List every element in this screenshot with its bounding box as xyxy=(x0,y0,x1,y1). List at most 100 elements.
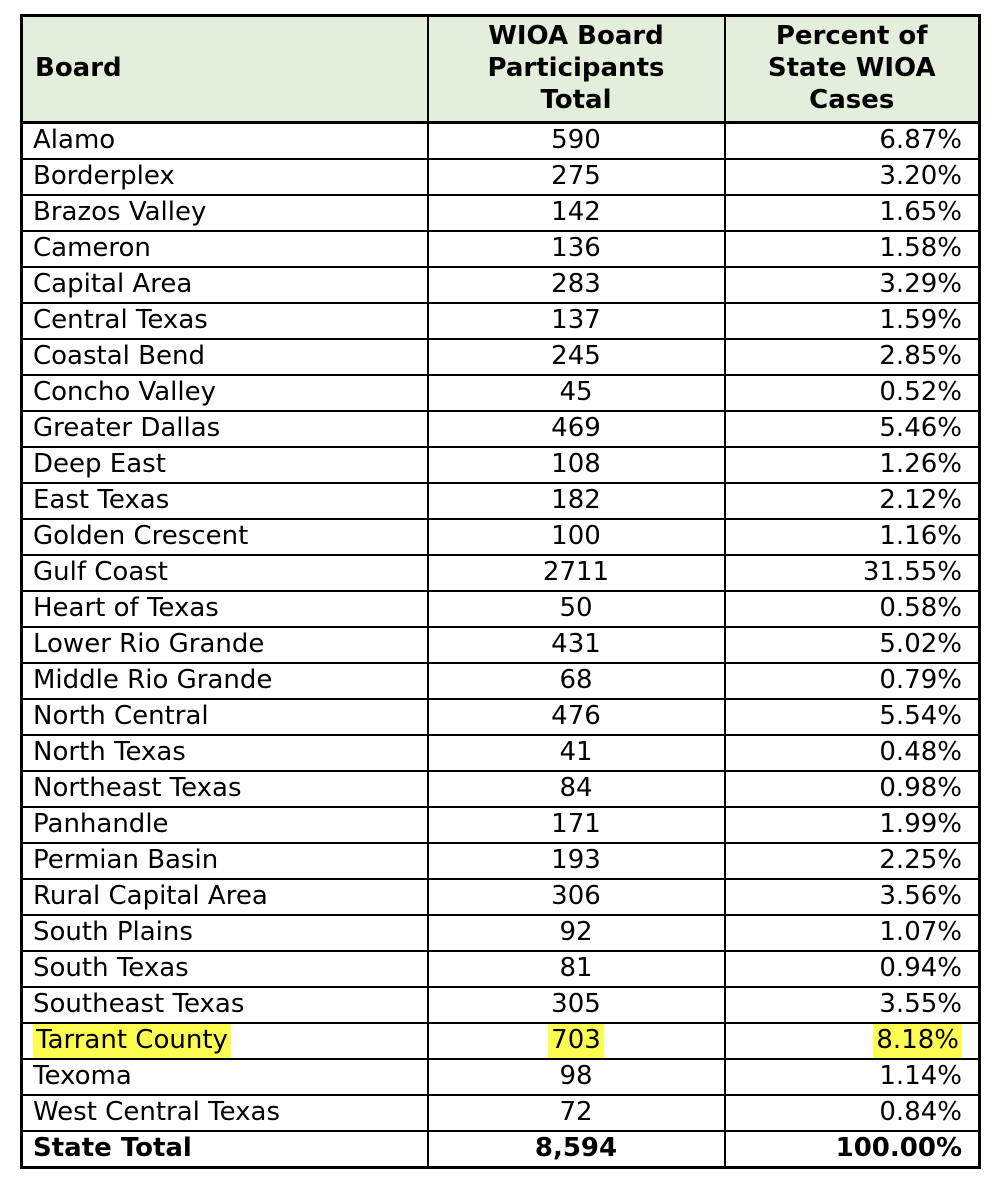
participants-value: 306 xyxy=(551,881,601,912)
participants-cell: 476 xyxy=(426,698,726,736)
board-value: Gulf Coast xyxy=(33,557,169,588)
participants-value: 45 xyxy=(559,377,593,408)
participants-cell: 84 xyxy=(426,770,726,808)
percent-value: 3.55% xyxy=(879,989,962,1020)
table-row: Alamo 590 6.87% xyxy=(20,121,981,160)
table-row: North Central 476 5.54% xyxy=(20,698,981,736)
participants-cell: 306 xyxy=(426,878,726,916)
participants-value: 193 xyxy=(551,845,601,876)
table-row: Gulf Coast 2711 31.55% xyxy=(20,554,981,592)
participants-value: 72 xyxy=(559,1097,593,1128)
board-value: North Texas xyxy=(33,737,186,768)
board-cell: East Texas xyxy=(20,482,429,520)
board-cell: Northeast Texas xyxy=(20,770,429,808)
percent-cell: 1.99% xyxy=(723,806,981,844)
board-cell: Texoma xyxy=(20,1058,429,1096)
board-value: Rural Capital Area xyxy=(33,881,268,912)
column-header-participants: WIOA Board Participants Total xyxy=(426,14,726,124)
participants-cell: 469 xyxy=(426,410,726,448)
table-row: Panhandle 171 1.99% xyxy=(20,806,981,844)
participants-cell: 703 xyxy=(426,1022,726,1060)
percent-cell: 0.48% xyxy=(723,734,981,772)
table-row: Tarrant County 703 8.18% xyxy=(20,1022,981,1060)
participants-value: 245 xyxy=(551,341,601,372)
percent-value: 6.87% xyxy=(879,125,962,156)
participants-cell: 68 xyxy=(426,662,726,700)
percent-cell: 1.16% xyxy=(723,518,981,556)
percent-cell: 1.07% xyxy=(723,914,981,952)
percent-cell: 3.55% xyxy=(723,986,981,1024)
board-cell: Coastal Bend xyxy=(20,338,429,376)
participants-cell: 137 xyxy=(426,302,726,340)
participants-cell: 98 xyxy=(426,1058,726,1096)
board-value: Concho Valley xyxy=(33,377,217,408)
board-value: East Texas xyxy=(33,485,170,516)
percent-value: 1.07% xyxy=(879,917,962,948)
total-label-cell: State Total xyxy=(20,1129,429,1169)
table-row: South Texas 81 0.94% xyxy=(20,950,981,988)
percent-value: 31.55% xyxy=(862,557,962,588)
percent-value: 5.02% xyxy=(879,629,962,660)
table-row: Greater Dallas 469 5.46% xyxy=(20,410,981,448)
board-cell: Greater Dallas xyxy=(20,410,429,448)
participants-value: 431 xyxy=(551,629,601,660)
participants-cell: 182 xyxy=(426,482,726,520)
participants-value: 703 xyxy=(548,1025,604,1057)
board-value: Lower Rio Grande xyxy=(33,629,265,660)
participants-value: 81 xyxy=(559,953,593,984)
board-cell: Heart of Texas xyxy=(20,590,429,628)
percent-cell: 0.79% xyxy=(723,662,981,700)
percent-value: 1.58% xyxy=(879,233,962,264)
percent-value: 0.94% xyxy=(879,953,962,984)
percent-value: 0.58% xyxy=(879,593,962,624)
board-cell: North Texas xyxy=(20,734,429,772)
board-cell: Southeast Texas xyxy=(20,986,429,1024)
percent-cell: 0.84% xyxy=(723,1094,981,1132)
participants-cell: 142 xyxy=(426,194,726,232)
board-cell: Central Texas xyxy=(20,302,429,340)
participants-value: 84 xyxy=(559,773,593,804)
table-row: South Plains 92 1.07% xyxy=(20,914,981,952)
percent-cell: 1.14% xyxy=(723,1058,981,1096)
participants-value: 590 xyxy=(551,125,601,156)
table-row: Rural Capital Area 306 3.56% xyxy=(20,878,981,916)
table-row: Lower Rio Grande 431 5.02% xyxy=(20,626,981,664)
board-value: Coastal Bend xyxy=(33,341,205,372)
participants-value: 283 xyxy=(551,269,601,300)
board-value: Brazos Valley xyxy=(33,197,207,228)
percent-value: 3.20% xyxy=(879,161,962,192)
percent-cell: 2.12% xyxy=(723,482,981,520)
percent-cell: 2.85% xyxy=(723,338,981,376)
percent-value: 1.16% xyxy=(879,521,962,552)
percent-cell: 3.29% xyxy=(723,266,981,304)
board-cell: Tarrant County xyxy=(20,1022,429,1060)
percent-value: 5.54% xyxy=(879,701,962,732)
table-row: North Texas 41 0.48% xyxy=(20,734,981,772)
column-header-percent: Percent of State WIOA Cases xyxy=(723,14,981,124)
board-cell: North Central xyxy=(20,698,429,736)
percent-value: 5.46% xyxy=(879,413,962,444)
board-cell: Lower Rio Grande xyxy=(20,626,429,664)
table-row: Concho Valley 45 0.52% xyxy=(20,374,981,412)
participants-value: 275 xyxy=(551,161,601,192)
participants-cell: 2711 xyxy=(426,554,726,592)
table-row: Northeast Texas 84 0.98% xyxy=(20,770,981,808)
table-row: Borderplex 275 3.20% xyxy=(20,158,981,196)
board-value: Tarrant County xyxy=(33,1025,231,1057)
percent-cell: 3.20% xyxy=(723,158,981,196)
percent-cell: 5.46% xyxy=(723,410,981,448)
board-value: Cameron xyxy=(33,233,151,264)
percent-cell: 31.55% xyxy=(723,554,981,592)
participants-value: 68 xyxy=(559,665,593,696)
percent-value: 1.14% xyxy=(879,1061,962,1092)
participants-cell: 72 xyxy=(426,1094,726,1132)
percent-cell: 0.94% xyxy=(723,950,981,988)
board-value: Capital Area xyxy=(33,269,193,300)
table-row: Texoma 98 1.14% xyxy=(20,1058,981,1096)
table-row: Deep East 108 1.26% xyxy=(20,446,981,484)
participants-value: 469 xyxy=(551,413,601,444)
participants-value: 98 xyxy=(559,1061,593,1092)
participants-cell: 81 xyxy=(426,950,726,988)
participants-value: 137 xyxy=(551,305,601,336)
board-value: Borderplex xyxy=(33,161,175,192)
